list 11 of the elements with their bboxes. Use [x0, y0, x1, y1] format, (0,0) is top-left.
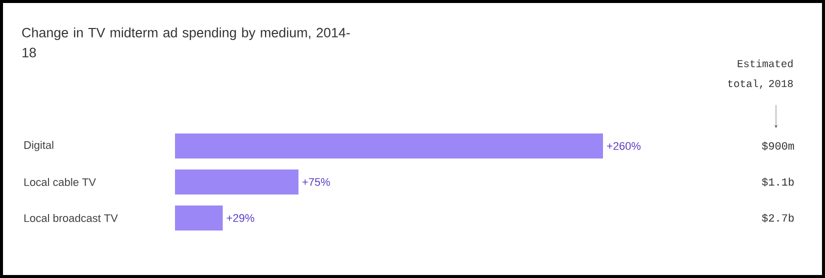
y-tick-label: Digital — [24, 140, 54, 152]
data-label: +260% — [607, 142, 641, 150]
text: Estimated total, 2018 — [728, 60, 793, 89]
data-label: +75% — [302, 178, 330, 186]
y-tick-label: Local broadcast TV — [24, 214, 118, 222]
text: $2.7b — [762, 214, 794, 222]
data-label: +29% — [226, 214, 254, 222]
text: $900m — [762, 142, 794, 150]
chart-title: Change in TV midterm ad spending by medium, 2014-18 — [22, 28, 350, 58]
y-tick-label: Local cable TV — [24, 178, 96, 186]
text: $1.1b — [762, 178, 794, 186]
